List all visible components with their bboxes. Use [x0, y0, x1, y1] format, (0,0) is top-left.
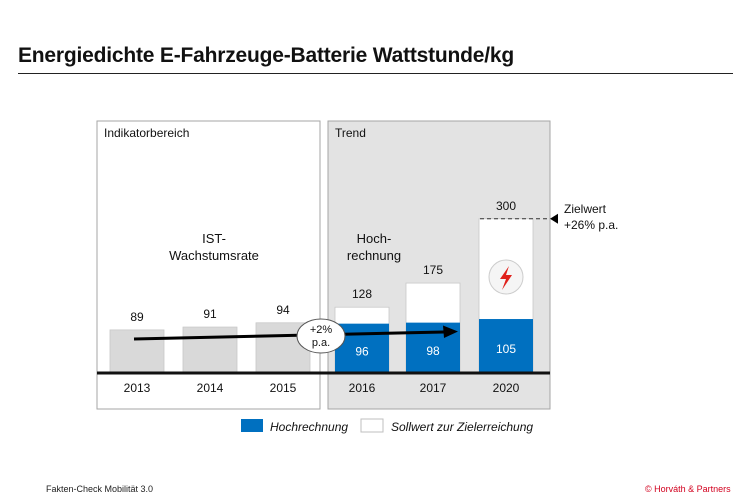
- growth-rate-bubble: [296, 318, 346, 354]
- trend-note-line-2: rechnung: [347, 248, 401, 263]
- target-marker-triangle: [550, 213, 558, 224]
- growth-trend-arrowhead: [443, 325, 458, 338]
- page-title: Energiedichte E-Fahrzeuge-Batterie Watts…: [18, 44, 515, 67]
- value-label-hochrechnung-2020: 105: [496, 342, 516, 356]
- legend-label-sollwert: Sollwert zur Zielerreichung: [391, 420, 533, 434]
- ist-note-line-2: Wachstumsrate: [169, 248, 259, 263]
- growth-trend-arrow: [133, 330, 445, 341]
- panel-label-trend: Trend: [335, 126, 366, 140]
- legend-swatch-sollwert: [360, 418, 384, 433]
- target-line-2: +26% p.a.: [564, 218, 618, 232]
- footer-copyright: © Horváth & Partners: [645, 484, 731, 494]
- value-label-hochrechnung-2017: 98: [426, 344, 440, 358]
- title-divider: [18, 73, 733, 74]
- x-tick-2017: 2017: [420, 381, 447, 395]
- legend-swatch-hochrechnung: [241, 419, 263, 432]
- trend-note-line-1: Hoch-: [357, 231, 392, 246]
- target-line-1: Zielwert: [564, 202, 607, 216]
- growth-rate-line-2: p.a.: [312, 337, 330, 349]
- bar-ist-2013: [109, 329, 165, 374]
- growth-rate-line-1: +2%: [310, 324, 333, 336]
- value-label-sollwert-2016: 128: [352, 287, 372, 301]
- value-label-sollwert-2017: 175: [423, 263, 443, 277]
- x-tick-2020: 2020: [493, 381, 520, 395]
- value-label-hochrechnung-2016: 96: [355, 344, 369, 358]
- x-tick-2013: 2013: [124, 381, 151, 395]
- value-label-ist-2015: 94: [276, 303, 290, 317]
- x-tick-2014: 2014: [197, 381, 224, 395]
- value-label-ist-2014: 91: [203, 307, 217, 321]
- lightning-bolt-icon: [500, 266, 512, 290]
- legend-label-hochrechnung: Hochrechnung: [270, 420, 348, 434]
- x-tick-2016: 2016: [349, 381, 376, 395]
- value-label-ist-2013: 89: [130, 310, 144, 324]
- panel-label-indikatorbereich: Indikatorbereich: [104, 126, 189, 140]
- bar-hochrechnung-2020: [479, 319, 533, 373]
- x-tick-2015: 2015: [270, 381, 297, 395]
- bar-ist-2014: [182, 326, 238, 374]
- ist-note-line-1: IST-: [202, 231, 226, 246]
- value-label-sollwert-2020: 300: [496, 199, 516, 213]
- footer-source: Fakten-Check Mobilität 3.0: [46, 484, 154, 494]
